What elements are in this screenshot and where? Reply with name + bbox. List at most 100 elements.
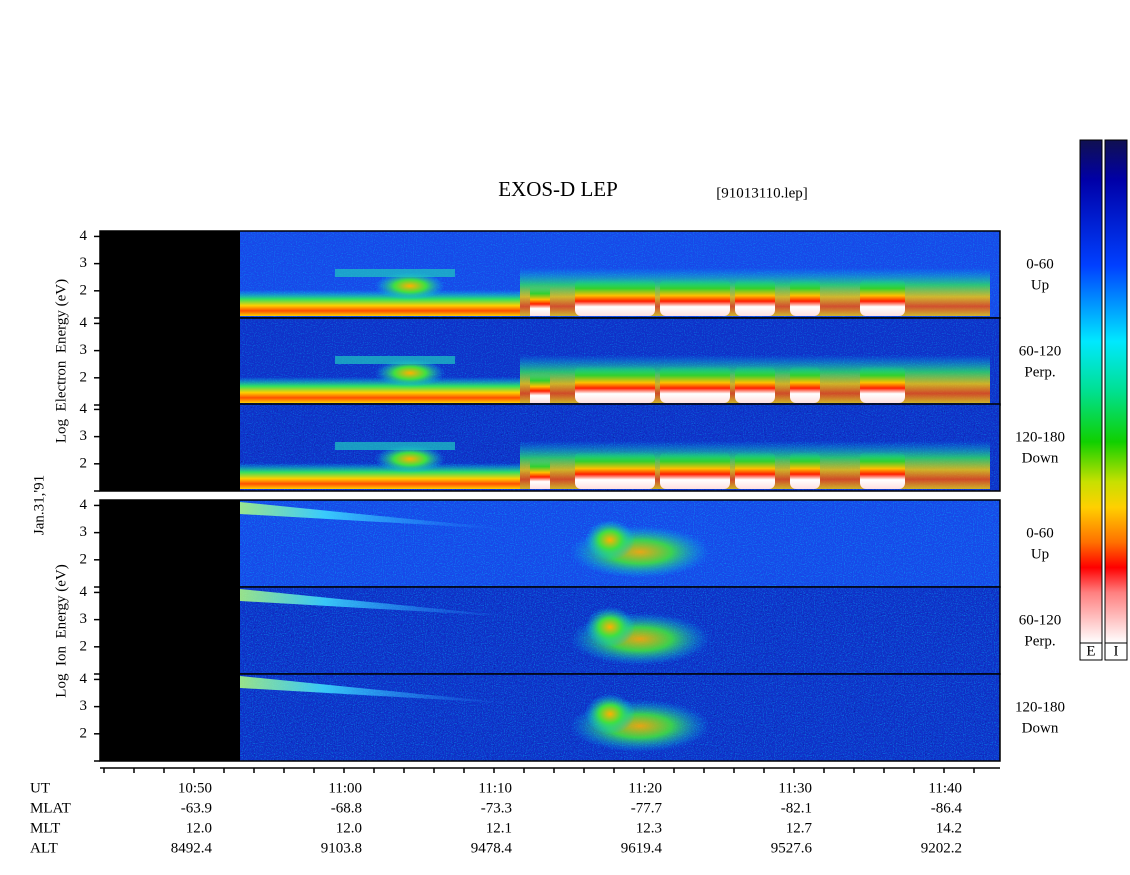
spectrograms: 4 3 2 0-60 Up 4 3 2 60-120 Perp. 4 3 2 120-180 Down 4 3 2… (80, 228, 1065, 762)
pitch-range: 60-120 (1019, 343, 1062, 359)
feature (530, 286, 550, 316)
pitch-direction: Up (1031, 546, 1049, 562)
no-data (100, 500, 240, 761)
low-energy-band (240, 463, 520, 489)
pitch-range: 0-60 (1026, 256, 1054, 272)
colorbar-label: I (1114, 643, 1119, 659)
row-value: 14.2 (936, 820, 962, 836)
feature (335, 356, 455, 364)
hot-region (735, 366, 775, 403)
colorbar (1079, 139, 1103, 644)
pitch-direction: Perp. (1024, 364, 1055, 380)
row-value: -73.3 (481, 800, 512, 816)
energy-tick-label: 3 (80, 611, 88, 627)
streak (240, 589, 520, 617)
hot-region (575, 366, 655, 403)
row-value: 8492.4 (171, 840, 213, 856)
hot-region (660, 366, 730, 403)
ion-axis-label: Log Ion Energy (eV) (53, 564, 69, 697)
hot-region (735, 452, 775, 489)
energy-tick-label: 4 (80, 228, 88, 244)
row-value: 12.0 (336, 820, 362, 836)
pitch-range: 0-60 (1026, 525, 1054, 541)
hot-region (660, 452, 730, 489)
energy-tick-label: 2 (80, 282, 88, 298)
row-value: 12.1 (486, 820, 512, 836)
low-energy-band (240, 377, 520, 403)
pitch-range: 120-180 (1015, 699, 1065, 715)
ion-feature (585, 607, 635, 647)
streak (240, 676, 520, 704)
hot-region (790, 366, 820, 403)
pitch-direction: Down (1022, 450, 1059, 466)
energy-tick-label: 4 (80, 497, 88, 513)
separator (95, 492, 1000, 499)
row-value: 9103.8 (321, 840, 362, 856)
energy-tick-label: 4 (80, 671, 88, 687)
feature (375, 445, 445, 473)
feature (375, 359, 445, 387)
colorbar-label-box (1079, 642, 1103, 661)
row-value: 11:40 (928, 780, 962, 796)
row-value: 9527.6 (771, 840, 813, 856)
row-label: MLAT (30, 800, 71, 816)
energy-tick-label: 2 (80, 725, 88, 741)
no-data (100, 231, 240, 491)
energy-tick-label: 3 (80, 524, 88, 540)
row-label: UT (30, 780, 50, 796)
hot-region (575, 279, 655, 316)
row-value: -86.4 (931, 800, 963, 816)
ion-feature (585, 694, 635, 734)
hot-region (575, 452, 655, 489)
row-label: MLT (30, 820, 60, 836)
hot-region (860, 366, 905, 403)
ion-feature (585, 520, 635, 560)
row-value: -63.9 (181, 800, 212, 816)
row-value: 9478.4 (471, 840, 513, 856)
row-value: 9619.4 (621, 840, 663, 856)
hot-region (790, 279, 820, 316)
energy-tick-label: 2 (80, 369, 88, 385)
pitch-range: 60-120 (1019, 612, 1062, 628)
energy-tick-label: 3 (80, 342, 88, 358)
electron-axis-label: Log Electron Energy (eV) (53, 279, 69, 443)
energy-tick-label: 2 (80, 455, 88, 471)
date: Jan.31,'91 (31, 475, 47, 535)
energy-tick-label: 2 (80, 551, 88, 567)
energy-tick-label: 3 (80, 428, 88, 444)
feature (375, 272, 445, 300)
pitch-direction: Up (1031, 277, 1049, 293)
energy-tick-label: 4 (80, 315, 88, 331)
title: EXOS-D LEP (498, 177, 618, 201)
row-label: ALT (30, 840, 58, 856)
row-value: 11:30 (778, 780, 812, 796)
energy-tick-label: 3 (80, 255, 88, 271)
feature (530, 459, 550, 489)
hot-region (790, 452, 820, 489)
time-axis: UT 10:50 11:00 11:10 11:20 11:30 11:40 MLAT -63.… (30, 767, 1000, 856)
row-value: 9202.2 (921, 840, 962, 856)
row-value: 11:00 (328, 780, 362, 796)
energy-tick-label: 4 (80, 401, 88, 417)
hot-region (735, 279, 775, 316)
row-value: 11:10 (478, 780, 512, 796)
row-value: 11:20 (628, 780, 662, 796)
pitch-direction: Down (1022, 720, 1059, 736)
low-energy-band (240, 290, 520, 316)
colorbar-label-box (1104, 642, 1128, 661)
hot-region (860, 279, 905, 316)
hot-region (860, 452, 905, 489)
pitch-range: 120-180 (1015, 429, 1065, 445)
energy-tick-label: 4 (80, 584, 88, 600)
row-value: 12.0 (186, 820, 212, 836)
feature (530, 373, 550, 403)
streak (240, 502, 520, 530)
feature (335, 442, 455, 450)
energy-tick-label: 2 (80, 638, 88, 654)
row-value: -82.1 (781, 800, 812, 816)
feature (335, 269, 455, 277)
colorbar-label: E (1086, 643, 1095, 659)
row-value: -68.8 (331, 800, 362, 816)
